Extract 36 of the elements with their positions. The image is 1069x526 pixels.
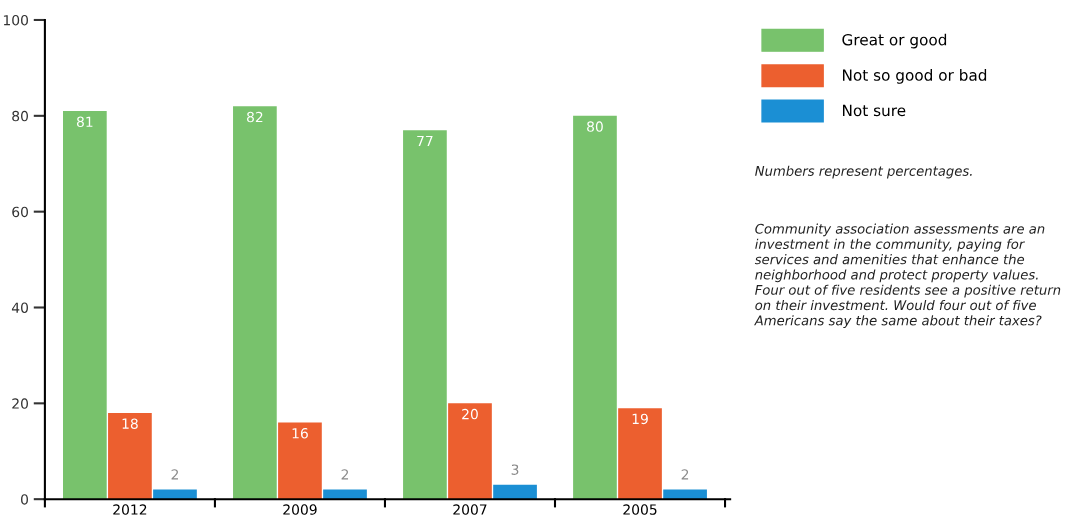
bar [618, 408, 662, 500]
x-tick-label: 2009 [283, 504, 317, 515]
x-tick-label: 2005 [623, 504, 657, 515]
data-label: 20 [462, 408, 478, 420]
legend-label: Great or good [842, 33, 947, 49]
data-label: 16 [292, 428, 308, 439]
data-label: 81 [76, 116, 93, 128]
y-tick-label: 60 [12, 206, 28, 218]
y-tick-label: 0 [21, 494, 28, 505]
data-label: 3 [511, 464, 519, 475]
y-tick-label: 100 [3, 14, 28, 26]
legend-label: Not sure [842, 104, 906, 117]
bar [448, 403, 492, 500]
data-label: 2 [171, 469, 178, 480]
bar [493, 484, 537, 500]
text: Community association assessments are an investment in the community, paying for services and amenities that enhance the neighborhood and protect property values. Four out of five residents see a positive return on their investment. Would four out of five Americans say the same about their taxes? [754, 223, 1061, 328]
data-label: 80 [587, 121, 603, 132]
data-label: 2 [341, 469, 349, 480]
data-label: 19 [632, 413, 648, 425]
x-tick-label: 2007 [453, 504, 487, 515]
bar [278, 422, 322, 500]
data-label: 18 [122, 418, 138, 429]
data-label: 82 [246, 111, 263, 123]
data-label: 2 [681, 469, 689, 480]
data-label: 77 [417, 135, 433, 147]
bar [233, 106, 277, 500]
bar [63, 111, 107, 500]
y-tick-label: 40 [11, 302, 28, 313]
y-tick-label: 80 [12, 110, 28, 122]
legend-label: Not so good or bad [842, 69, 987, 84]
bar [573, 115, 617, 500]
bar [108, 412, 152, 500]
bar [403, 130, 447, 500]
y-tick-label: 20 [12, 398, 28, 409]
x-tick-label: 2012 [113, 504, 147, 515]
text: Numbers represent percentages. [755, 165, 972, 179]
